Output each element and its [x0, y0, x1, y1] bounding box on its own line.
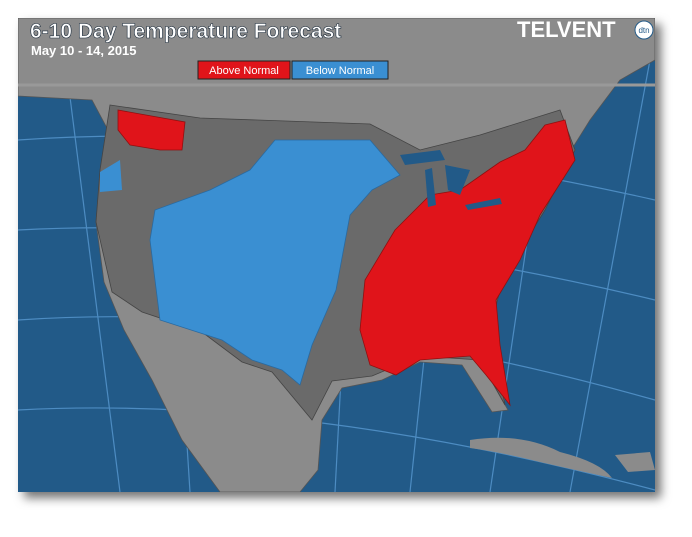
above-normal-area: [117, 109, 186, 151]
logo-badge: [634, 20, 654, 40]
hispaniola: [615, 452, 655, 472]
logo-badge-text: dtn: [638, 26, 649, 35]
subtitle: May 10 - 14, 2015: [31, 43, 137, 58]
cuba: [470, 437, 612, 478]
below-normal-area: [149, 139, 401, 386]
above-normal-area: [359, 119, 576, 407]
map: [18, 18, 655, 492]
title: 6-10 Day Temperature Forecast: [30, 20, 341, 43]
legend-swatch: [197, 60, 291, 80]
legend-label: Below Normal: [306, 65, 374, 77]
logo-text: TELVENT: [517, 17, 616, 42]
below-normal-area: [100, 160, 122, 192]
legend: Above Normal Below Normal: [197, 60, 389, 80]
legend-swatch: [291, 60, 389, 80]
lakes: [400, 150, 502, 210]
legend-label: Above Normal: [209, 65, 279, 77]
